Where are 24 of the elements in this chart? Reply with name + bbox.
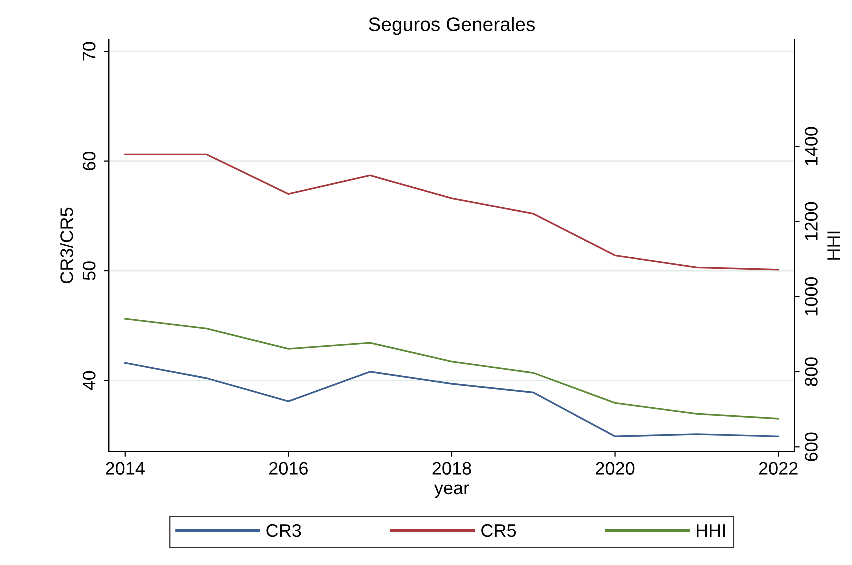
- y-tick-label: 70: [82, 42, 96, 61]
- line-series: [124, 362, 780, 438]
- chart-title: Seguros Generales: [369, 17, 536, 36]
- y2-tick-label: 1400: [805, 127, 818, 166]
- y2-axis-title: HHI: [828, 232, 840, 260]
- y-tick-label: 50: [82, 262, 96, 280]
- y-axis-title: CR3/CR5: [60, 208, 74, 284]
- line-series: [124, 318, 780, 420]
- x-tick-label: 2020: [596, 462, 635, 475]
- y-tick-label: 60: [82, 152, 96, 170]
- y2-tick-label: 800: [805, 358, 818, 386]
- y2-tick-label: 1000: [805, 277, 818, 316]
- legend-label: CR5: [482, 524, 516, 538]
- legend-label: CR3: [266, 524, 302, 538]
- x-tick-label: 2014: [106, 462, 145, 475]
- x-tick-label: 2022: [759, 462, 798, 475]
- y2-tick-label: 1200: [805, 202, 818, 240]
- x-tick-label: 2016: [270, 462, 308, 475]
- y-tick-label: 40: [82, 371, 96, 390]
- x-tick-label: 2018: [432, 462, 472, 475]
- line-series: [124, 154, 780, 271]
- x-axis-title: year: [434, 484, 470, 498]
- legend-label: HHI: [697, 524, 725, 538]
- y2-tick-label: 600: [805, 432, 818, 462]
